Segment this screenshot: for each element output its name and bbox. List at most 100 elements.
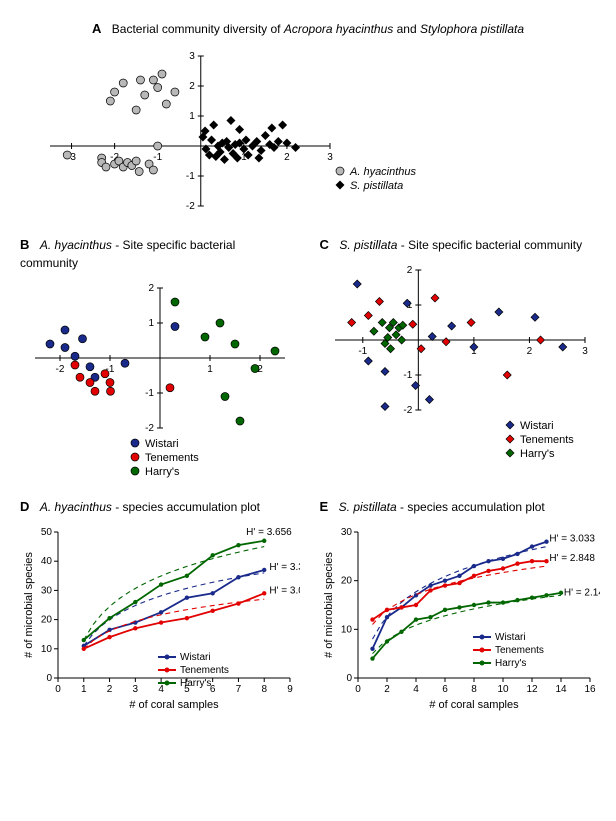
panel-c-title-sp: S. pistillata xyxy=(339,238,397,252)
row-bc: B A. hyacinthus - Site specific bacteria… xyxy=(20,236,596,478)
svg-text:50: 50 xyxy=(41,527,53,538)
svg-text:H' = 3.656: H' = 3.656 xyxy=(246,527,292,538)
panel-a-title: Bacterial community diversity of Acropor… xyxy=(112,22,524,36)
panel-e-chart: 02468101214160102030# of coral samples# … xyxy=(320,522,600,712)
panel-a-label: A xyxy=(92,21,101,36)
svg-text:Tenements: Tenements xyxy=(520,434,574,446)
svg-text:H' = 2.848: H' = 2.848 xyxy=(549,553,595,564)
svg-text:8: 8 xyxy=(471,684,477,695)
panel-b-chart: -2-112-2-112WistariTenementsHarry's xyxy=(20,278,300,478)
svg-text:2: 2 xyxy=(284,152,290,163)
svg-text:-1: -1 xyxy=(186,171,195,182)
panel-e-title-sp: S. pistillata xyxy=(339,500,397,514)
svg-text:2: 2 xyxy=(148,283,154,294)
svg-text:4: 4 xyxy=(158,684,164,695)
svg-text:-1: -1 xyxy=(153,152,162,163)
svg-text:# of microbial species: # of microbial species xyxy=(323,552,335,658)
panel-e-title-row: E S. pistillata - species accumulation p… xyxy=(320,498,596,516)
svg-text:14: 14 xyxy=(555,684,567,695)
panel-e-title-post: - species accumulation plot xyxy=(397,500,545,514)
svg-text:-2: -2 xyxy=(56,364,65,375)
svg-text:1: 1 xyxy=(189,111,195,122)
svg-text:40: 40 xyxy=(41,556,53,567)
svg-text:Tenements: Tenements xyxy=(145,452,199,464)
svg-text:-2: -2 xyxy=(403,405,412,416)
svg-text:3: 3 xyxy=(327,152,333,163)
panel-d-title-post: - species accumulation plot xyxy=(112,500,260,514)
svg-text:6: 6 xyxy=(442,684,448,695)
panel-c: C S. pistillata - Site specific bacteria… xyxy=(320,236,596,478)
svg-text:16: 16 xyxy=(584,684,596,695)
panel-d-title-row: D A. hyacinthus - species accumulation p… xyxy=(20,498,296,516)
svg-text:0: 0 xyxy=(55,684,61,695)
svg-text:Wistari: Wistari xyxy=(495,632,526,643)
svg-text:H' = 3.033: H' = 3.033 xyxy=(549,534,595,545)
svg-text:20: 20 xyxy=(41,615,53,626)
svg-text:A. hyacinthus: A. hyacinthus xyxy=(349,166,417,178)
panel-a-title-pre: Bacterial community diversity of xyxy=(112,22,284,36)
svg-text:S. pistillata: S. pistillata xyxy=(350,180,403,192)
svg-text:H' = 2.148: H' = 2.148 xyxy=(563,587,599,598)
panel-b-title-sp: A. hyacinthus xyxy=(40,238,112,252)
svg-text:H' = 3.079: H' = 3.079 xyxy=(269,585,300,596)
svg-text:12: 12 xyxy=(526,684,538,695)
svg-text:1: 1 xyxy=(81,684,87,695)
panel-d-chart: 012345678901020304050# of coral samples#… xyxy=(20,522,300,712)
svg-text:2: 2 xyxy=(107,684,113,695)
figure-container: A Bacterial community diversity of Acrop… xyxy=(20,20,596,712)
svg-text:30: 30 xyxy=(41,585,53,596)
panel-a-title-mid: and xyxy=(393,22,420,36)
svg-text:# of coral samples: # of coral samples xyxy=(429,699,519,711)
panel-c-title: S. pistillata - Site specific bacterial … xyxy=(339,238,582,252)
svg-text:4: 4 xyxy=(413,684,419,695)
svg-text:2: 2 xyxy=(526,346,532,357)
panel-a-title-row: A Bacterial community diversity of Acrop… xyxy=(20,20,596,38)
panel-d-title-sp: A. hyacinthus xyxy=(40,500,112,514)
panel-c-label: C xyxy=(320,237,329,252)
svg-text:0: 0 xyxy=(46,673,52,684)
svg-text:Harry's: Harry's xyxy=(180,678,211,689)
panel-a-chart: -3-2-1123-2-1123A. hyacinthusS. pistilla… xyxy=(20,46,440,216)
svg-text:-1: -1 xyxy=(403,370,412,381)
panel-b-title-row: B A. hyacinthus - Site specific bacteria… xyxy=(20,236,296,272)
panel-a: A Bacterial community diversity of Acrop… xyxy=(20,20,596,216)
panel-e-title: S. pistillata - species accumulation plo… xyxy=(339,500,545,514)
panel-c-title-row: C S. pistillata - Site specific bacteria… xyxy=(320,236,596,254)
row-de: D A. hyacinthus - species accumulation p… xyxy=(20,498,596,712)
panel-d-title: A. hyacinthus - species accumulation plo… xyxy=(40,500,260,514)
svg-text:-1: -1 xyxy=(358,346,367,357)
svg-text:# of microbial species: # of microbial species xyxy=(23,552,35,658)
svg-text:Harry's: Harry's xyxy=(495,658,526,669)
panel-e: E S. pistillata - species accumulation p… xyxy=(320,498,596,712)
svg-text:Harry's: Harry's xyxy=(145,466,180,478)
panel-c-chart: -1123-2-112WistariTenementsHarry's xyxy=(320,260,600,460)
svg-text:-2: -2 xyxy=(145,423,154,434)
svg-text:2: 2 xyxy=(189,81,195,92)
svg-text:Wistari: Wistari xyxy=(145,438,179,450)
svg-text:8: 8 xyxy=(261,684,267,695)
svg-text:Harry's: Harry's xyxy=(520,448,555,460)
svg-text:Wistari: Wistari xyxy=(520,420,554,432)
svg-text:10: 10 xyxy=(497,684,509,695)
svg-text:0: 0 xyxy=(346,673,352,684)
svg-text:-2: -2 xyxy=(186,201,195,212)
svg-text:10: 10 xyxy=(41,644,53,655)
svg-text:3: 3 xyxy=(582,346,588,357)
panel-a-title-sp1: Acropora hyacinthus xyxy=(284,22,393,36)
svg-text:30: 30 xyxy=(340,527,352,538)
svg-text:Tenements: Tenements xyxy=(180,665,229,676)
panel-a-title-sp2: Stylophora pistillata xyxy=(420,22,524,36)
svg-text:1: 1 xyxy=(207,364,213,375)
panel-e-label: E xyxy=(320,499,329,514)
panel-d-label: D xyxy=(20,499,29,514)
svg-text:10: 10 xyxy=(340,624,352,635)
panel-c-title-post: - Site specific bacterial community xyxy=(397,238,582,252)
svg-text:1: 1 xyxy=(148,318,154,329)
panel-d: D A. hyacinthus - species accumulation p… xyxy=(20,498,296,712)
svg-text:Wistari: Wistari xyxy=(180,652,211,663)
svg-text:0: 0 xyxy=(355,684,361,695)
svg-text:Tenements: Tenements xyxy=(495,645,544,656)
panel-b-label: B xyxy=(20,237,29,252)
svg-text:9: 9 xyxy=(287,684,293,695)
svg-text:3: 3 xyxy=(133,684,139,695)
